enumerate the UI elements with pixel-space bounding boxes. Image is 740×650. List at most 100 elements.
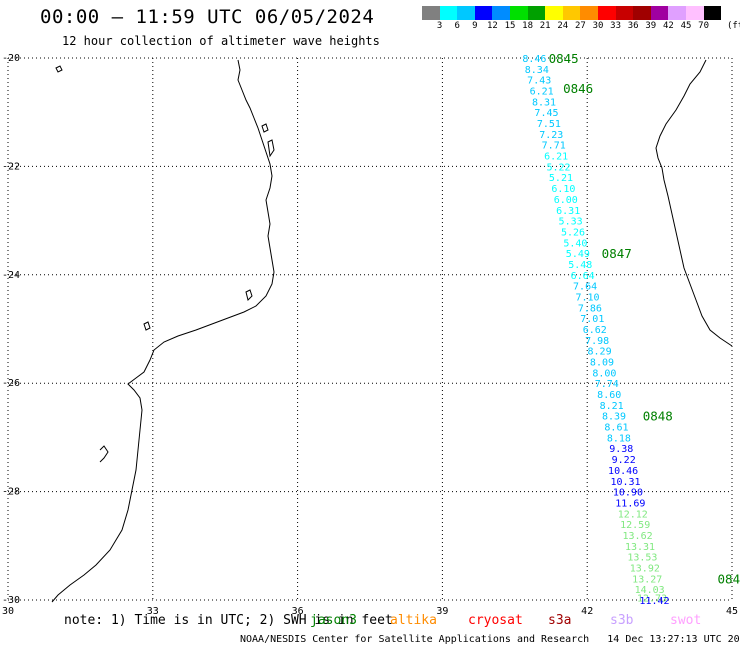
swh-value: 13.27 — [632, 574, 662, 585]
swh-value: 9.22 — [612, 455, 636, 466]
lon-tick-label: 42 — [581, 606, 593, 617]
swh-value: 7.64 — [573, 282, 597, 293]
lat-tick-label: -24 — [2, 270, 20, 281]
colorbar-tick-label: 21 — [539, 21, 551, 31]
time-label: 0848 — [643, 409, 673, 424]
colorbar-swatch — [439, 6, 458, 20]
colorbar-tick-label: 39 — [645, 21, 657, 31]
satellite-legend-item: cryosat — [468, 613, 523, 628]
island-north — [261, 123, 269, 133]
satellite-legend-item: swot — [670, 613, 702, 628]
colorbar-tick-label: 12 — [486, 21, 498, 31]
note-text: note: 1) Time is in UTC; 2) SWH is in fe… — [64, 613, 393, 628]
lon-tick-label: 45 — [726, 606, 738, 617]
lat-tick-label: -20 — [2, 53, 20, 64]
colorbar-tick-label: 30 — [592, 21, 604, 31]
swh-value: 8.31 — [532, 97, 556, 108]
swh-value: 8.34 — [525, 65, 549, 76]
colorbar-swatch — [474, 6, 493, 20]
swh-value: 13.92 — [630, 563, 660, 574]
swh-value: 13.62 — [623, 531, 653, 542]
lake-feature — [55, 65, 63, 73]
colorbar-tick-label: 70 — [698, 21, 710, 31]
swh-value: 12.12 — [618, 509, 648, 520]
lon-tick-label: 33 — [147, 606, 159, 617]
swh-value: 6.21 — [544, 152, 568, 163]
swh-value: 7.51 — [537, 119, 561, 130]
swh-value: 11.69 — [615, 498, 645, 509]
axis-labels: 30 33 36 39 42 45 -20 -22 -24 -26 -28 -30 — [2, 53, 738, 617]
swh-value: 10.90 — [613, 488, 643, 499]
colorbar-swatch — [668, 6, 686, 20]
colorbar-swatch — [492, 6, 510, 20]
colorbar-swatch — [580, 6, 598, 20]
swh-value: 8.18 — [607, 433, 631, 444]
colorbar — [422, 6, 722, 20]
swh-value: 7.43 — [527, 76, 551, 87]
lon-tick-label: 36 — [292, 606, 304, 617]
colorbar-swatch — [422, 6, 440, 20]
colorbar-swatch — [633, 6, 651, 20]
time-label: 0846 — [563, 81, 593, 96]
swh-value: 6.10 — [551, 184, 575, 195]
lat-tick-label: -28 — [2, 487, 20, 498]
colorbar-tick-label: 15 — [504, 21, 516, 31]
swh-value: 8.46 — [522, 54, 546, 65]
swh-value: 6.00 — [554, 195, 578, 206]
swh-value: 7.23 — [539, 130, 563, 141]
swh-value: 7.86 — [578, 303, 602, 314]
swh-value: 7.74 — [595, 379, 619, 390]
swh-value: 11.42 — [639, 596, 669, 607]
map-subtitle: 12 hour collection of altimeter wave hei… — [62, 34, 380, 48]
lat-tick-label: -26 — [2, 378, 20, 389]
lon-tick-label: 39 — [436, 606, 448, 617]
swh-value: 7.98 — [585, 336, 609, 347]
swh-value: 8.29 — [588, 347, 612, 358]
time-labels: 0845 0846 0847 0848 0849 — [549, 51, 740, 586]
colorbar-swatch — [545, 6, 563, 20]
time-label: 0845 — [549, 51, 579, 66]
swh-value: 5.48 — [568, 260, 592, 271]
colorbar-swatch — [562, 6, 581, 20]
altimeter-track: 8.468.347.436.218.317.457.517.237.716.21… — [522, 54, 669, 607]
madagascar-coastline — [655, 59, 733, 347]
swh-value: 8.21 — [600, 401, 624, 412]
swh-value: 7.45 — [534, 108, 558, 119]
swh-value: 8.00 — [592, 368, 616, 379]
time-label: 0847 — [602, 246, 632, 261]
colorbar-swatch — [685, 6, 704, 20]
colorbar-tick-label: 33 — [610, 21, 622, 31]
colorbar-tick-label: 3 — [436, 21, 443, 31]
island-bazaruto — [245, 289, 253, 301]
swh-value: 8.39 — [602, 412, 626, 423]
africa-coastline — [51, 59, 275, 603]
colorbar-tick-label: 27 — [574, 21, 586, 31]
swh-value: 5.26 — [561, 227, 585, 238]
swh-value: 10.46 — [608, 466, 638, 477]
colorbar-tick-label: 6 — [454, 21, 460, 31]
colorbar-tick-label: 42 — [662, 21, 674, 31]
lat-tick-label: -22 — [2, 161, 20, 172]
colorbar-tick-label: 36 — [627, 21, 639, 31]
swh-value: 8.09 — [590, 358, 614, 369]
colorbar-tick-label: 18 — [522, 21, 534, 31]
lon-tick-label: 30 — [2, 606, 14, 617]
swh-value: 7.10 — [575, 292, 599, 303]
swh-value: 13.53 — [627, 553, 657, 564]
colorbar-swatch — [457, 6, 475, 20]
satellite-legend-item: altika — [390, 613, 437, 628]
colorbar-tick-label: 45 — [680, 21, 692, 31]
swh-value: 12.73 — [637, 593, 667, 604]
swh-value: 5.21 — [549, 173, 573, 184]
colorbar-unit: (ft) — [727, 21, 740, 31]
satellite-legend-item: jason3 — [310, 613, 357, 628]
credit-text: NOAA/NESDIS Center for Satellite Applica… — [240, 634, 740, 645]
swh-value: 10.31 — [610, 477, 640, 488]
colorbar-swatch — [527, 6, 546, 20]
swh-value: 6.64 — [571, 271, 595, 282]
swh-value: 5.40 — [563, 238, 587, 249]
colorbar-swatch — [615, 6, 634, 20]
colorbar-labels: 3 6 9 12 15 18 21 24 27 30 33 36 39 42 45 70 — [422, 21, 740, 33]
swh-value: 14.03 — [635, 585, 665, 596]
swh-value: 7.71 — [542, 141, 566, 152]
